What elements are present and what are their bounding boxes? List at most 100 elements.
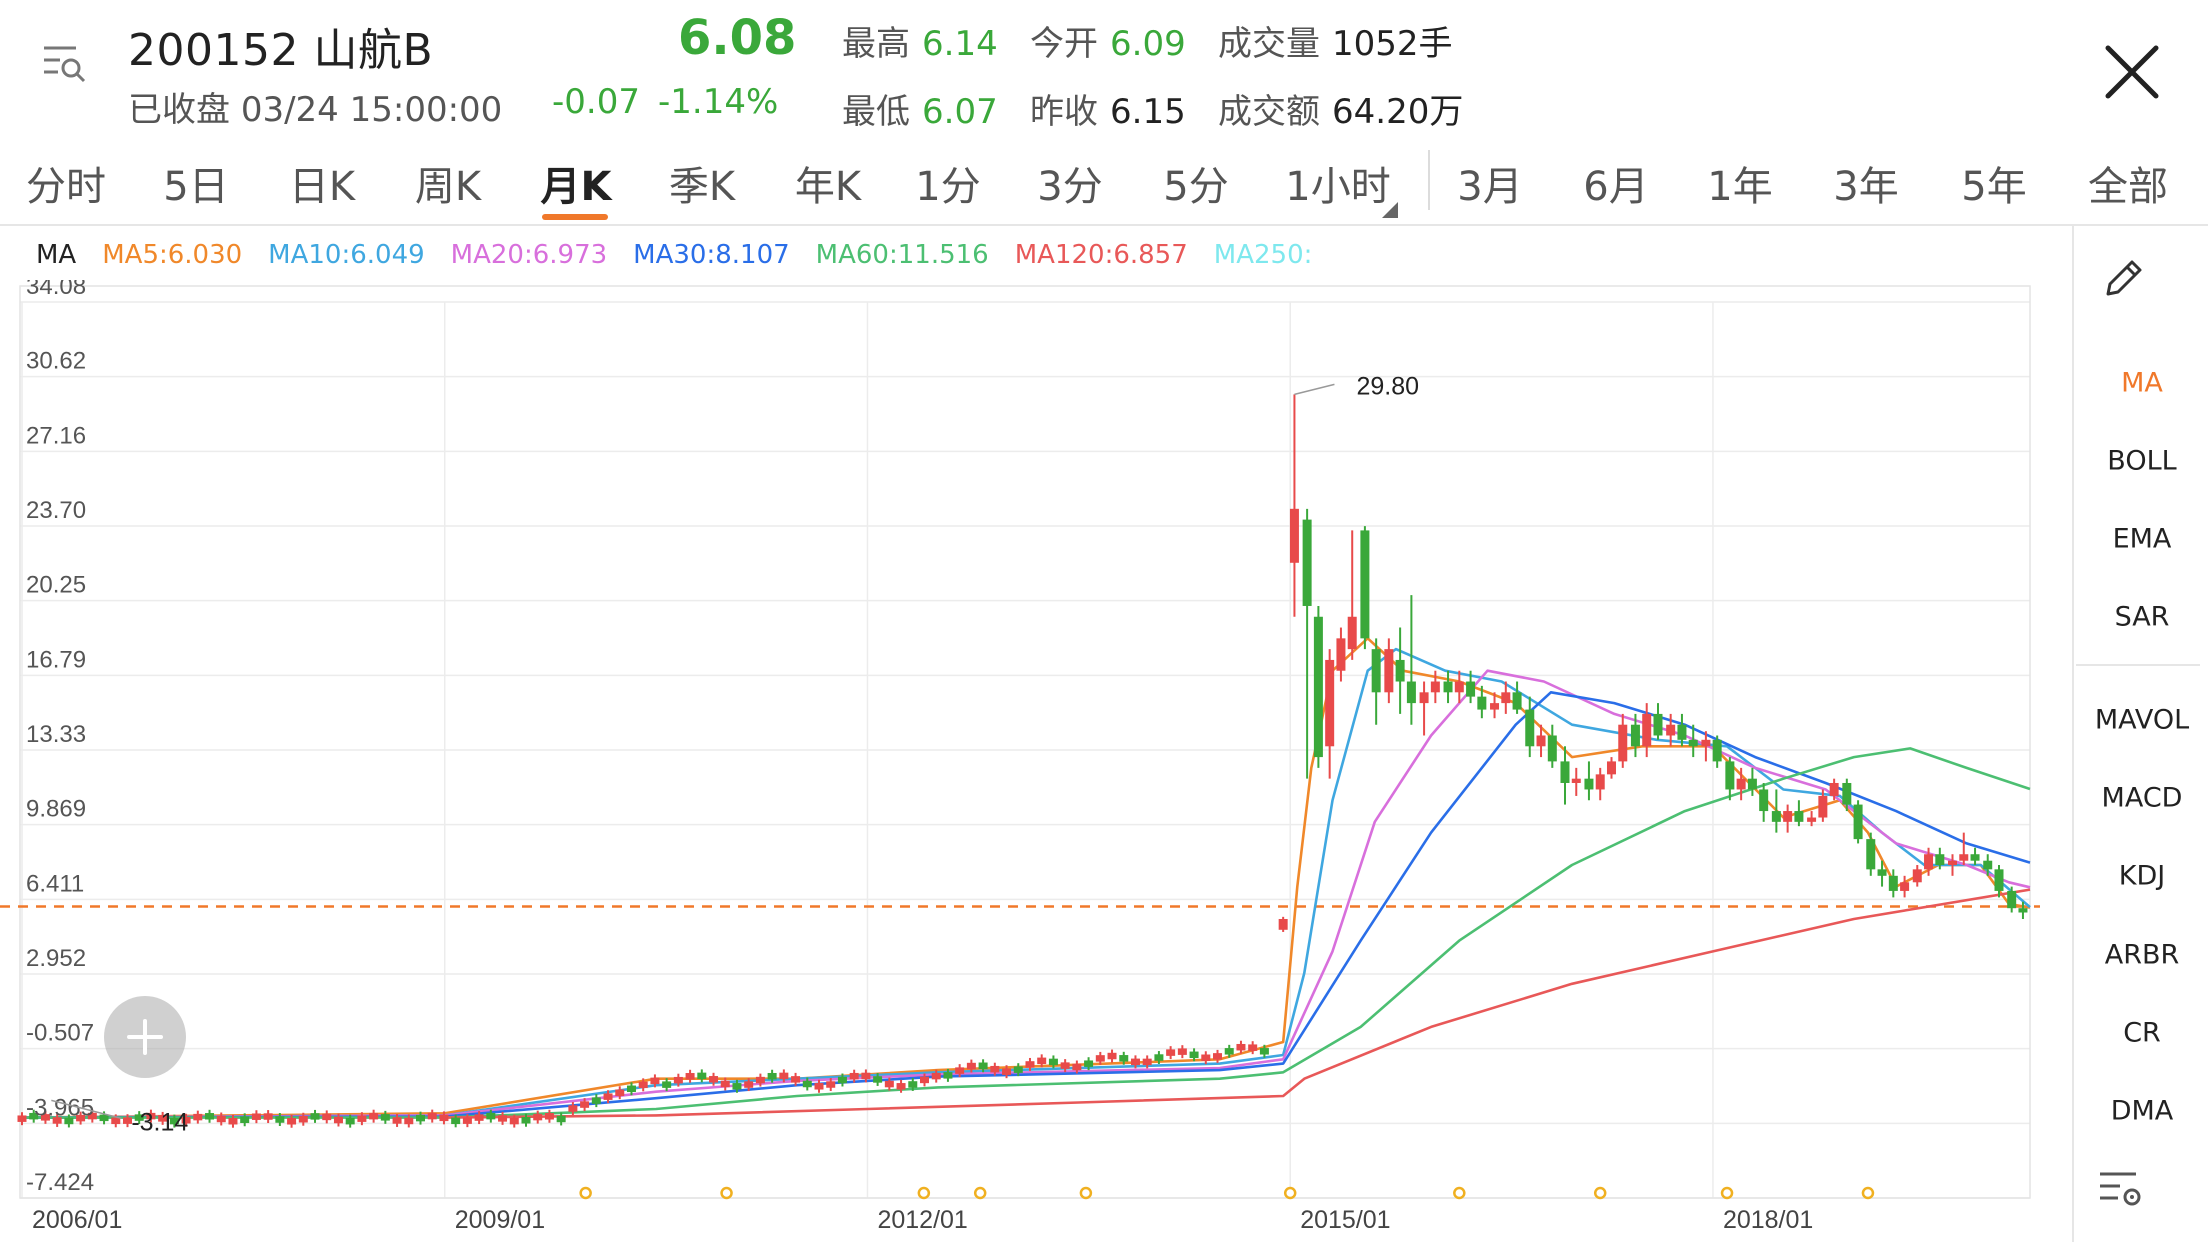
- tab-11[interactable]: 3月: [1457, 164, 1523, 210]
- candle-58: [1959, 854, 1969, 861]
- indicator-mavol[interactable]: MAVOL: [2094, 704, 2190, 736]
- candle-early: [908, 1081, 918, 1088]
- candle-49: [1853, 804, 1863, 840]
- ma-legend-item-7: MA250:: [1213, 240, 1313, 270]
- status-datetime: 03/24 15:00:00: [240, 90, 503, 130]
- tab-7[interactable]: 1分: [915, 164, 981, 210]
- candle-early: [40, 1114, 50, 1121]
- candle-early: [744, 1081, 754, 1088]
- tab-2[interactable]: 日K: [288, 164, 356, 210]
- tab-8[interactable]: 3分: [1037, 164, 1103, 210]
- active-tab-indicator: [542, 214, 608, 220]
- candle-early: [486, 1112, 496, 1120]
- candle-early: [1142, 1058, 1152, 1066]
- candle-early: [791, 1076, 801, 1083]
- candle-early: [357, 1115, 367, 1122]
- y-tick-label: -0.507: [26, 1020, 94, 1047]
- x-tick-label: 2009/01: [455, 1206, 545, 1234]
- pencil-edit-icon[interactable]: [2096, 250, 2152, 306]
- more-options-corner-icon[interactable]: [1382, 202, 1398, 218]
- candle-early: [955, 1067, 965, 1074]
- candle-11: [1406, 681, 1416, 704]
- menu-search-icon[interactable]: [40, 38, 88, 86]
- candle-60: [1983, 860, 1993, 870]
- quote-volume: 成交量 1052手: [1218, 24, 1453, 64]
- min-price-label: -3.14: [131, 1108, 188, 1136]
- candle-early: [580, 1101, 590, 1108]
- x-tick-label: 2018/01: [1723, 1206, 1813, 1234]
- candle-early: [111, 1117, 121, 1125]
- candle-early: [380, 1114, 390, 1121]
- stock-title: 200152 山航B: [128, 14, 433, 78]
- candle-early: [966, 1062, 976, 1070]
- candle-early: [603, 1093, 613, 1100]
- candle-8: [1371, 649, 1381, 693]
- event-marker: [720, 1186, 733, 1200]
- indicator-dma[interactable]: DMA: [2110, 1095, 2174, 1127]
- candle-early: [228, 1118, 238, 1125]
- tab-0[interactable]: 分时: [26, 164, 106, 210]
- candle-53: [1900, 882, 1910, 891]
- close-icon[interactable]: [2100, 40, 2164, 104]
- tab-12[interactable]: 6月: [1583, 164, 1649, 210]
- candlestick-chart[interactable]: 34.08 30.62 27.16 23.70 20.25 16.79 13.33 9.869…: [0, 280, 2060, 1242]
- candle-early: [369, 1112, 379, 1120]
- indicator-macd[interactable]: MACD: [2101, 782, 2183, 814]
- y-tick-label: -7.424: [26, 1169, 94, 1196]
- candle-4: [1325, 659, 1335, 747]
- candle-early: [99, 1114, 109, 1122]
- tab-10[interactable]: 1小时: [1285, 164, 1391, 210]
- tab-1[interactable]: 5日: [163, 164, 229, 210]
- tab-14[interactable]: 3年: [1833, 164, 1899, 210]
- tab-4[interactable]: 月K: [540, 164, 612, 210]
- min-leader-line: [51, 1099, 122, 1120]
- tab-5[interactable]: 季K: [668, 164, 736, 210]
- candle-early: [685, 1073, 695, 1080]
- candle-early: [1213, 1053, 1223, 1060]
- candle-32: [1653, 713, 1663, 736]
- tab-16[interactable]: 全部: [2088, 164, 2168, 210]
- candle-0: [1278, 918, 1288, 930]
- y-tick-label: 6.411: [26, 870, 84, 897]
- indicator-sar[interactable]: SAR: [2114, 601, 2170, 633]
- tab-13[interactable]: 1年: [1707, 164, 1773, 210]
- candle-44: [1794, 811, 1804, 822]
- ma-line-ma120: [444, 888, 2031, 1119]
- indicator-arbr[interactable]: ARBR: [2104, 939, 2180, 971]
- indicator-boll[interactable]: BOLL: [2107, 445, 2177, 477]
- candle-early: [275, 1116, 285, 1123]
- tab-9[interactable]: 5分: [1163, 164, 1229, 210]
- indicator-ema[interactable]: EMA: [2112, 523, 2172, 555]
- candle-early: [1119, 1055, 1129, 1062]
- indicator-ma[interactable]: MA: [2121, 367, 2163, 399]
- candle-23: [1547, 735, 1557, 762]
- candle-early: [322, 1113, 332, 1121]
- tab-3[interactable]: 周K: [414, 164, 482, 210]
- candle-early: [205, 1113, 215, 1120]
- candle-19: [1501, 692, 1511, 704]
- quote-high: 最高 6.14: [842, 24, 998, 64]
- tab-6[interactable]: 年K: [794, 164, 862, 210]
- candle-early: [310, 1113, 320, 1120]
- candle-early: [591, 1097, 601, 1104]
- candle-early: [709, 1076, 719, 1083]
- candle-early: [990, 1065, 1000, 1073]
- tab-15[interactable]: 5年: [1961, 164, 2027, 210]
- candle-63: [2018, 908, 2028, 913]
- indicator-kdj[interactable]: KDJ: [2118, 860, 2166, 892]
- candles: [17, 394, 2028, 1128]
- candle-early: [416, 1114, 426, 1122]
- candle-41: [1759, 789, 1769, 812]
- zoom-plus-button[interactable]: [104, 996, 186, 1078]
- candle-18: [1490, 703, 1500, 710]
- candle-47: [1829, 782, 1839, 796]
- indicator-cr[interactable]: CR: [2123, 1017, 2161, 1049]
- indicator-settings-icon[interactable]: [2094, 1164, 2150, 1216]
- candle-50: [1866, 839, 1876, 870]
- x-tick-label: 2006/01: [32, 1206, 122, 1234]
- candle-28: [1606, 761, 1616, 775]
- axis-labels: 34.08 30.62 27.16 23.70 20.25 16.79 13.33 9.869…: [26, 280, 1875, 1234]
- candle-13: [1430, 681, 1440, 693]
- candle-early: [521, 1117, 531, 1124]
- candle-5: [1336, 638, 1346, 671]
